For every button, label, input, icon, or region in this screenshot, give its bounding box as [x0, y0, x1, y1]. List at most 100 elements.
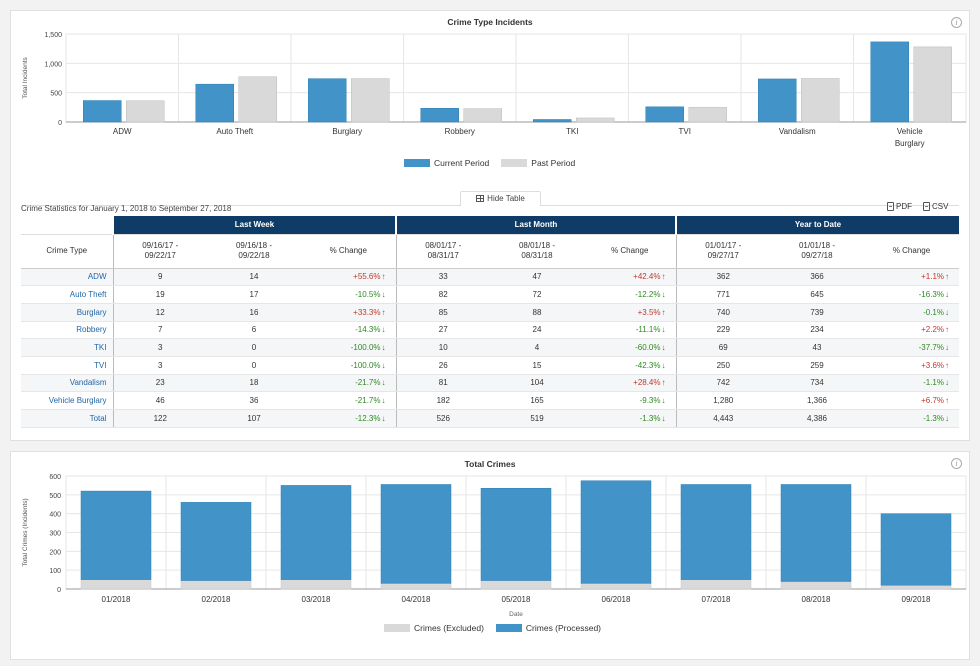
crime-type-link[interactable]: Vehicle Burglary [21, 391, 113, 410]
arrow-up-icon: ↑ [945, 360, 949, 370]
column-header[interactable]: 08/01/17 -08/31/17 [395, 233, 490, 269]
crime-type-link[interactable]: ADW [21, 268, 113, 287]
x-tick-label: 06/2018 [602, 595, 631, 604]
arrow-down-icon: ↓ [945, 307, 949, 317]
table-cell: 85 [395, 303, 490, 322]
legend-swatch-current [404, 159, 430, 167]
table-cell: 18 [207, 374, 301, 393]
y-tick-label: 500 [50, 91, 62, 98]
bar-current [758, 78, 797, 123]
arrow-down-icon: ↓ [381, 325, 386, 335]
percent-change-value: -16.3% [918, 290, 944, 300]
percent-change-value: -14.3% [355, 325, 381, 335]
x-tick-label: Auto Theft [216, 127, 254, 136]
bar-current [533, 119, 572, 123]
column-header-line: 08/01/17 - [425, 241, 462, 250]
column-header[interactable]: 01/01/18 -09/27/18 [770, 233, 864, 269]
table-cell: 229 [675, 321, 770, 340]
crime-type-link[interactable]: Total [21, 409, 113, 428]
crime-type-panel: i Crime Type Incidents 0 500 1,000 1,500 ADW… [10, 10, 970, 441]
crime-type-link[interactable]: TKI [21, 338, 113, 357]
percent-change-value: -21.7% [355, 378, 381, 388]
percent-change-value: -9.3% [639, 396, 661, 406]
bar-processed [280, 485, 352, 580]
x-tick-label: Burglary [332, 127, 362, 136]
percent-change-value: +3.6% [921, 360, 944, 370]
arrow-down-icon: ↓ [381, 396, 386, 406]
arrow-down-icon: ↓ [945, 343, 949, 353]
table-cell: 3 [112, 356, 207, 375]
y-tick-label: 0 [57, 587, 61, 594]
legend-item-excluded[interactable]: Crimes (Excluded) [384, 623, 484, 633]
table-cell: 12 [112, 303, 207, 322]
percent-change-value: -12.3% [355, 413, 381, 423]
table-icon [476, 195, 485, 202]
bar-past [126, 100, 165, 123]
crime-type-link[interactable]: TVI [21, 356, 113, 375]
legend-item-current[interactable]: Current Period [404, 158, 489, 168]
column-header-crime-type[interactable]: Crime Type [21, 233, 113, 269]
percent-change-cell: -12.2%↓ [584, 285, 676, 304]
crime-type-link[interactable]: Auto Theft [21, 285, 113, 304]
table-cell: 69 [675, 338, 770, 357]
y-axis-label: Total Crimes (Incidents) [22, 498, 29, 566]
pdf-export-button[interactable]: PDF [887, 202, 912, 211]
table-cell: 36 [207, 391, 301, 410]
x-tick-label: TVI [679, 127, 691, 136]
column-header[interactable]: % Change [864, 233, 959, 269]
percent-change-value: +2.2% [921, 325, 944, 335]
y-tick-label: 100 [49, 568, 61, 575]
column-header-line: % Change [892, 246, 931, 255]
table-cell: 16 [207, 303, 301, 322]
percent-change-value: -37.7% [918, 343, 944, 353]
percent-change-cell: -14.3%↓ [301, 321, 396, 340]
column-header[interactable]: 01/01/17 -09/27/17 [675, 233, 770, 269]
crime-type-link[interactable]: Burglary [21, 303, 113, 322]
arrow-up-icon: ↑ [661, 272, 666, 282]
bar-excluded [480, 580, 552, 590]
info-icon[interactable]: i [951, 458, 962, 469]
legend-item-processed[interactable]: Crimes (Processed) [495, 623, 601, 633]
x-axis-label: Date [509, 611, 523, 618]
percent-change-cell: -9.3%↓ [584, 391, 676, 410]
legend-label-past: Past Period [531, 158, 576, 168]
table-cell: 27 [395, 321, 490, 340]
crime-type-link[interactable]: Vandalism [21, 374, 113, 393]
column-header[interactable]: 09/16/17 -09/22/17 [112, 233, 207, 269]
column-header-line: 01/01/18 - [798, 241, 836, 250]
percent-change-value: -11.1% [635, 325, 661, 335]
legend-item-past[interactable]: Past Period [501, 158, 575, 168]
percent-change-cell: -21.7%↓ [301, 374, 396, 393]
percent-change-cell: +3.6%↑ [864, 356, 959, 375]
table-row: Total 122 107 -12.3%↓ 526 519 -1.3%↓ 4,443 4,386… [21, 409, 959, 428]
y-tick-label: 0 [58, 120, 62, 127]
bar-excluded [80, 579, 152, 590]
column-header[interactable]: 08/01/18 -08/31/18 [490, 233, 584, 269]
percent-change-value: -12.2% [635, 290, 661, 300]
bar-excluded [780, 581, 852, 590]
table-cell: 740 [675, 303, 770, 322]
bar-processed [80, 490, 152, 580]
table-cell: 82 [395, 285, 490, 304]
table-cell: 739 [770, 303, 864, 322]
csv-export-button[interactable]: CSV [923, 202, 948, 211]
table-cell: 742 [675, 374, 770, 393]
info-icon[interactable]: i [951, 17, 962, 28]
percent-change-cell: -1.3%↓ [864, 409, 959, 428]
table-cell: 26 [395, 356, 490, 375]
arrow-up-icon: ↑ [661, 307, 666, 317]
hide-table-tab[interactable]: Hide Table [460, 191, 541, 206]
hide-table-label: Hide Table [487, 194, 525, 203]
column-header[interactable]: % Change [584, 233, 676, 269]
legend-swatch-processed [495, 624, 522, 632]
arrow-down-icon: ↓ [945, 290, 949, 300]
table-row: Auto Theft 19 17 -10.5%↓ 82 72 -12.2%↓ 771 645 -1… [21, 285, 959, 304]
percent-change-value: -10.5% [355, 290, 381, 300]
crime-type-link[interactable]: Robbery [21, 321, 113, 340]
document-icon [923, 202, 930, 211]
bar-processed [880, 513, 952, 586]
bar-past [801, 78, 840, 123]
table-cell: 250 [675, 356, 770, 375]
column-header[interactable]: 09/16/18 -09/22/18 [207, 233, 301, 269]
column-header[interactable]: % Change [301, 233, 396, 269]
